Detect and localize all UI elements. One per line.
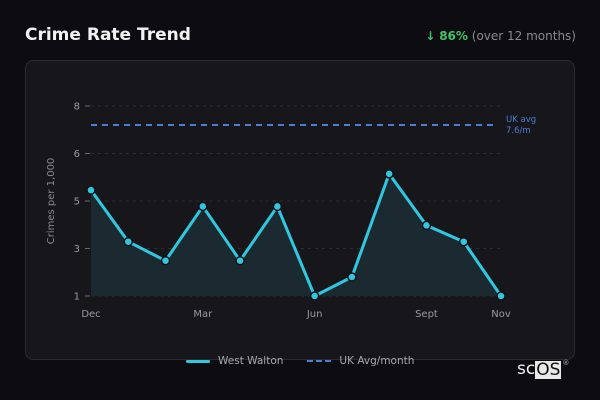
legend: West Walton UK Avg/month [186, 355, 438, 367]
data-points [86, 169, 506, 301]
change-value: 86% [439, 29, 468, 43]
svg-text:Dec: Dec [81, 309, 100, 320]
legend-item-west-walton[interactable]: West Walton [186, 355, 283, 367]
series-line-west-walton [89, 172, 503, 298]
y-axis: 1 3 5 6 8 [74, 102, 90, 303]
chart-card [25, 60, 575, 360]
trend-change: ↓ 86% (over 12 months) [425, 29, 576, 43]
registered-icon: ® [562, 359, 570, 367]
change-note: (over 12 months) [471, 29, 576, 43]
down-arrow-icon: ↓ [425, 29, 436, 43]
area-fill [91, 173, 501, 296]
svg-text:Sept: Sept [415, 309, 438, 320]
svg-text:Nov: Nov [491, 309, 511, 320]
svg-text:1: 1 [74, 292, 80, 303]
svg-text:5: 5 [74, 197, 80, 208]
scos-logo: sc OS ® [517, 359, 569, 379]
solid-line-icon [186, 359, 210, 363]
legend-item-uk-avg[interactable]: UK Avg/month [307, 355, 414, 367]
legend-label-west-walton: West Walton [218, 355, 284, 367]
legend-label-uk-avg: UK Avg/month [339, 355, 415, 367]
uk-avg-label: UK avg [506, 115, 536, 125]
y-axis-label: Crimes per 1,000 [46, 158, 57, 245]
logo-sc: sc [517, 359, 536, 379]
dashed-line-icon [307, 360, 332, 362]
svg-text:6: 6 [74, 149, 80, 160]
svg-text:Jun: Jun [306, 309, 323, 320]
svg-text:3: 3 [74, 244, 80, 255]
uk-avg-value: 7.6/m [506, 126, 531, 136]
logo-os: OS [535, 360, 562, 380]
page-title: Crime Rate Trend [25, 25, 191, 45]
svg-text:8: 8 [74, 102, 80, 113]
x-axis: Dec Mar Jun Sept Nov [81, 309, 511, 320]
svg-text:Mar: Mar [193, 309, 213, 320]
